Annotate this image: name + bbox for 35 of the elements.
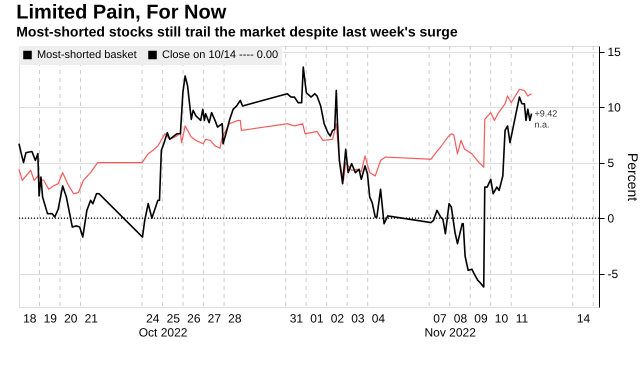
x-tick-label: 09 bbox=[474, 312, 488, 326]
y-tick-label: 10 bbox=[608, 100, 622, 115]
x-tick-label: 28 bbox=[228, 312, 242, 326]
x-tick-label: 04 bbox=[372, 312, 386, 326]
x-tick-label: 31 bbox=[290, 312, 304, 326]
x-tick-label: 27 bbox=[208, 312, 222, 326]
chart-subtitle: Most-shorted stocks still trail the market despite last week's surge bbox=[16, 24, 458, 40]
line-series bbox=[18, 88, 532, 194]
legend-label: Most-shorted basket bbox=[37, 48, 137, 61]
x-tick-label: 01 bbox=[310, 312, 324, 326]
y-axis-title: Percent bbox=[624, 152, 641, 202]
x-tick-label: 26 bbox=[187, 312, 201, 326]
x-tick-label: 07 bbox=[433, 312, 447, 326]
x2-tick-label: Oct 2022 bbox=[138, 326, 188, 340]
x-tick-label: 25 bbox=[166, 312, 180, 326]
x-tick-label: 18 bbox=[23, 312, 37, 326]
annotation: n.a. bbox=[534, 120, 550, 130]
x-tick-label: 08 bbox=[454, 312, 468, 326]
y-tick-label: 0 bbox=[608, 212, 614, 226]
x-tick-label: 14 bbox=[576, 312, 590, 326]
x-tick-label: 03 bbox=[351, 312, 365, 326]
legend-label: Close on 10/14 ---- 0.00 bbox=[162, 48, 278, 61]
x-tick-label: 21 bbox=[84, 312, 98, 326]
x2-tick-label: Nov 2022 bbox=[424, 326, 476, 340]
x-tick-label: 10 bbox=[494, 312, 508, 326]
y-tick-label: 15 bbox=[608, 45, 622, 60]
x-tick-label: 19 bbox=[44, 312, 58, 326]
x-tick-label: 20 bbox=[64, 312, 78, 326]
annotation: +9.42 bbox=[534, 108, 558, 119]
chart-title: Limited Pain, For Now bbox=[16, 2, 227, 24]
x-tick-label: 24 bbox=[146, 312, 160, 326]
y-tick-label: 5 bbox=[608, 156, 614, 170]
y-tick-label: -5 bbox=[608, 267, 618, 282]
x-tick-label: 11 bbox=[516, 312, 529, 326]
x-tick-label: 02 bbox=[330, 312, 344, 326]
